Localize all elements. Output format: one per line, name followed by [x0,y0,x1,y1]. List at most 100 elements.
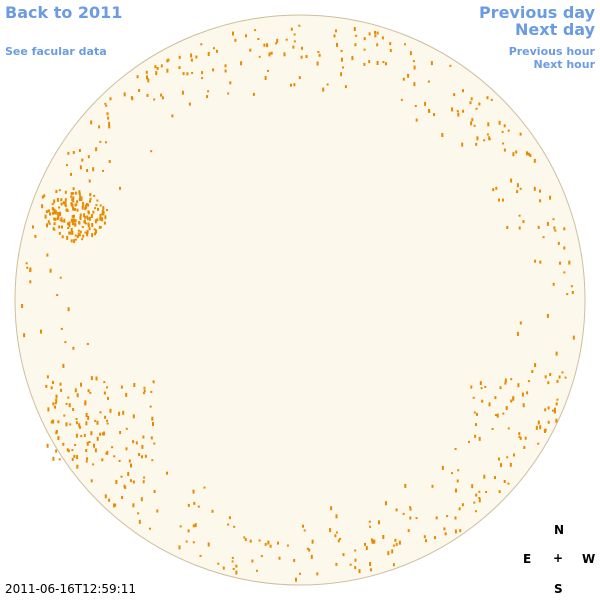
facula [74,388,77,393]
facula [191,71,194,74]
facula [552,218,555,221]
facula [74,191,77,195]
previous-hour[interactable]: Previous hour [508,45,595,58]
facula [488,136,491,141]
facula [217,562,220,565]
facula [79,230,82,234]
back-link[interactable]: Back to 2011 [5,3,123,22]
facula [376,43,379,47]
facula [51,203,54,206]
facula [74,234,77,237]
facula [468,440,470,443]
facula [87,155,90,159]
facula [138,519,141,524]
facula [76,200,79,204]
facula [276,38,279,43]
facula [156,67,159,70]
previous-day[interactable]: Previous day [478,3,595,22]
facula [156,509,159,513]
facula [446,515,449,518]
facula [441,465,444,470]
next-day[interactable]: Next day [515,20,595,39]
facula [519,436,522,440]
facula [526,391,529,395]
facula [316,572,319,576]
facula [207,90,210,93]
facula [76,393,79,398]
facula [293,83,296,87]
facula [278,556,281,560]
facula [131,97,134,101]
facula [85,413,88,417]
facula [72,222,75,226]
facula [115,480,118,484]
facula [212,68,215,72]
facula [73,214,75,218]
facula [46,375,49,379]
facula [270,51,273,55]
facula [68,223,71,228]
facula [554,410,556,414]
facula [498,490,501,494]
facula [518,214,521,217]
facula [235,564,238,568]
facula [341,57,343,62]
facula [342,553,345,557]
facula [99,216,102,221]
compass-center: + [553,551,564,565]
facula [501,130,504,133]
facula [308,548,311,552]
facula [427,80,430,83]
facula [518,435,521,438]
facula [43,194,46,198]
facula [50,420,53,424]
facula [145,70,148,74]
facula [72,408,75,411]
facula [392,563,395,567]
facula [101,211,104,216]
facula [181,90,184,95]
facula [227,92,230,95]
facula [409,507,412,511]
facula [507,129,510,132]
facula [86,457,89,461]
facula [86,229,89,234]
facula [216,49,218,53]
facula [105,104,108,107]
facula [518,226,521,230]
facula [96,420,99,425]
facula [123,92,126,97]
facula [349,563,352,566]
facula [516,190,519,194]
facula [90,479,93,483]
facula [470,385,473,389]
next-hour[interactable]: Next hour [533,58,596,71]
facula [563,227,566,231]
facula [402,512,405,515]
facula [561,371,564,374]
facula [537,420,540,425]
facula [232,568,235,570]
facula [92,210,95,214]
faculae [21,24,575,582]
facula [187,529,190,533]
facula [317,51,320,53]
facula [101,458,104,462]
facula [106,209,109,212]
facula [47,209,50,213]
facula [47,220,50,224]
facula [503,124,506,128]
facula [526,151,528,156]
facula [102,169,104,172]
facula [83,433,86,437]
facula [93,194,96,197]
facula [118,411,121,416]
facula [443,527,446,531]
facula [519,132,522,136]
facula [197,505,200,508]
facula [94,232,97,236]
facular-link[interactable]: See facular data [5,45,107,58]
facula [64,190,67,194]
